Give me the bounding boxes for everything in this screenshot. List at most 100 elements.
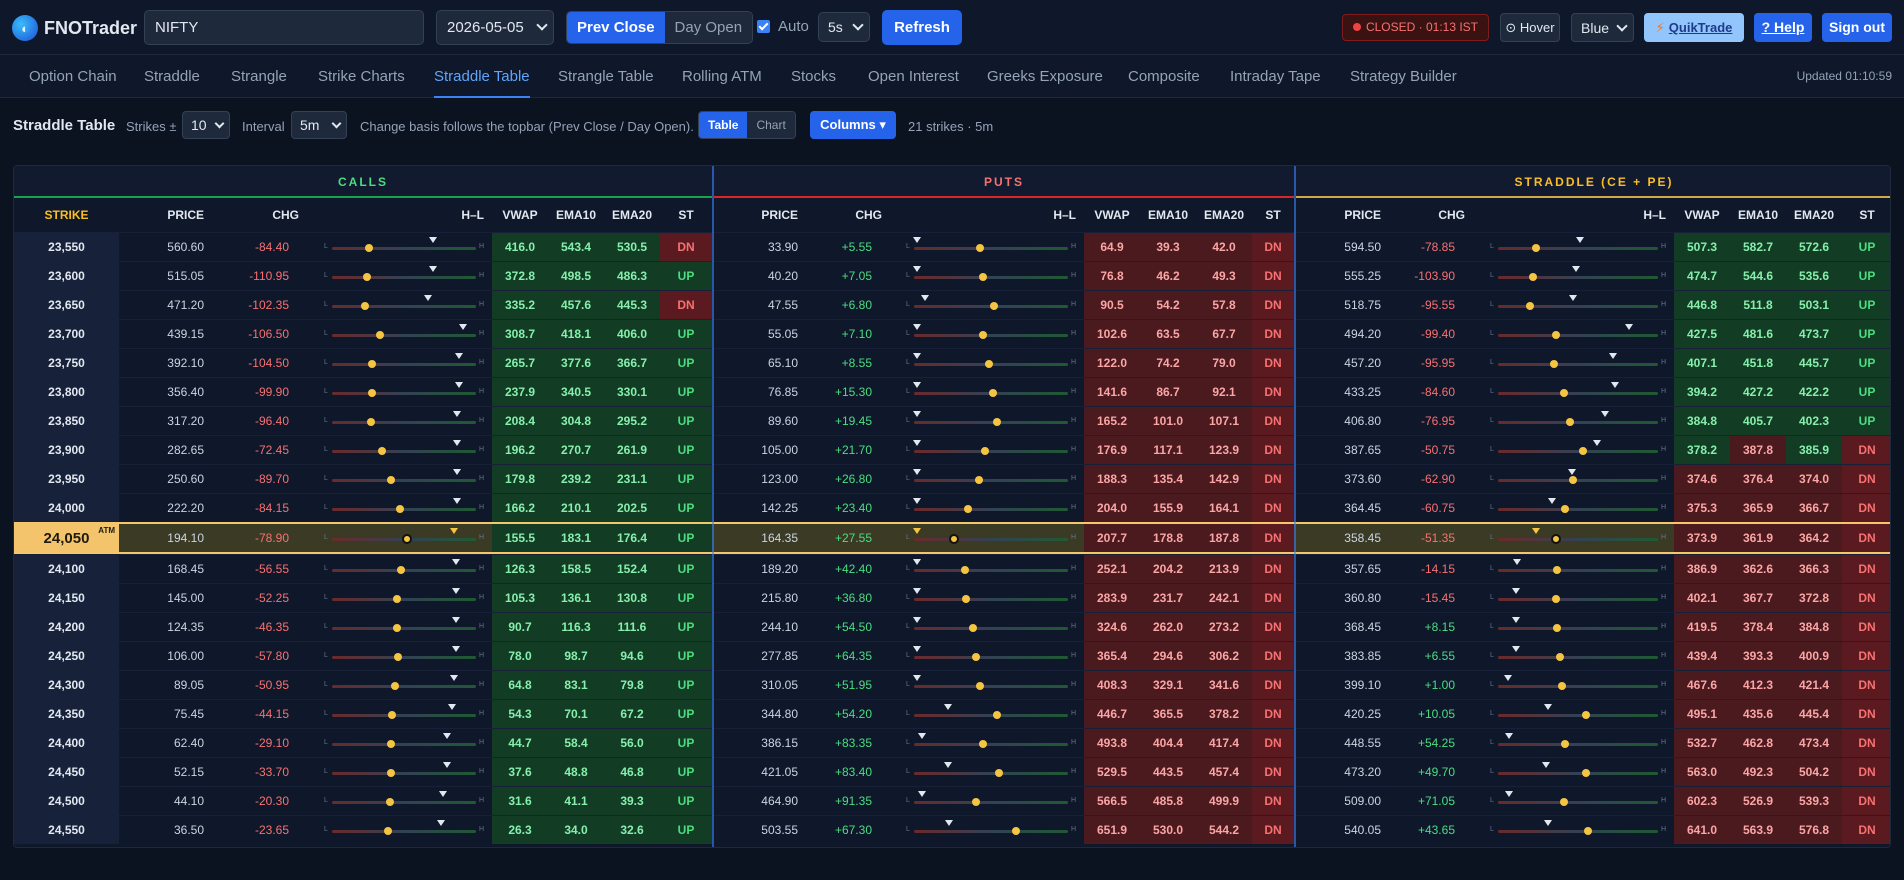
symbol-input[interactable]: NIFTY [144,10,424,45]
table-row[interactable]: 24,450 52.15 -33.70 L H 37.6 48.8 46.8 UP 421.05 +… [14,757,1890,786]
quiktrade-button[interactable]: ⚡ QuikTrade [1644,13,1744,42]
calls-st-header[interactable]: ST [678,208,694,222]
table-row[interactable]: 24,200 124.35 -46.35 L H 90.7 116.3 111.6 UP 244.… [14,612,1890,641]
table-row[interactable]: 24,300 89.05 -50.95 L H 64.8 83.1 79.8 UP 310.05 +… [14,670,1890,699]
table-row[interactable]: 24,100 168.45 -56.55 L H 126.3 158.5 152.4 UP 189… [14,554,1890,583]
puts-ema10-header[interactable]: EMA10 [1147,208,1188,222]
tab-strategy-builder[interactable]: Strategy Builder [1350,68,1457,85]
brand-logo[interactable]: ◐ FNOTrader [12,15,137,41]
str-vwap-cell: 407.1 [1674,349,1730,377]
tab-strike-charts[interactable]: Strike Charts [318,68,405,85]
puts-price-header[interactable]: PRICE [761,208,798,222]
table-row[interactable]: 23,850 317.20 -96.40 L H 208.4 304.8 295.2 UP 89.… [14,406,1890,435]
str-chg-header[interactable]: CHG [1438,208,1465,222]
tab-strangle-table[interactable]: Strangle Table [558,68,654,85]
strikes-select[interactable]: 10 [182,111,230,139]
table-row[interactable]: 24,350 75.45 -44.15 L H 54.3 70.1 67.2 UP 344.80 +… [14,699,1890,728]
puts-st-cell: DN [1252,465,1294,493]
marker-triangle-icon [453,440,462,446]
table-row[interactable]: 23,700 439.15 -106.50 L H 308.7 418.1 406.0 UP 55… [14,319,1890,348]
table-row[interactable]: 24,400 62.40 -29.10 L H 44.7 58.4 56.0 UP 386.15 +… [14,728,1890,757]
puts-price-cell: 344.80 [761,707,798,721]
calls-price-cell: 89.05 [173,678,204,692]
calls-ema10-header[interactable]: EMA10 [555,208,596,222]
table-row[interactable]: 24,250 106.00 -57.80 L H 78.0 98.7 94.6 UP 277.85… [14,641,1890,670]
range-bar [1498,421,1658,424]
puts-hl-header[interactable]: H–L [1053,208,1076,222]
tab-open-interest[interactable]: Open Interest [868,68,959,85]
calls-chg-cell: -56.55 [254,562,289,576]
range-bar [332,685,476,688]
puts-ema20-header[interactable]: EMA20 [1203,208,1244,222]
str-vwap-cell: 495.1 [1674,700,1730,728]
theme-select[interactable]: Blue [1571,13,1634,42]
table-row[interactable]: 23,650 471.20 -102.35 L H 335.2 457.6 445.3 DN 47… [14,290,1890,319]
table-row[interactable]: 23,800 356.40 -99.90 L H 237.9 340.5 330.1 UP 76.… [14,377,1890,406]
tab-strangle[interactable]: Strangle [231,68,287,85]
tab-straddle-table[interactable]: Straddle Table [434,55,530,98]
table-row[interactable]: 23,900 282.65 -72.45 L H 196.2 270.7 261.9 UP 105… [14,435,1890,464]
tab-rolling-atm[interactable]: Rolling ATM [682,68,762,85]
columns-button[interactable]: Columns ▾ [810,111,896,139]
str-ema10-header[interactable]: EMA10 [1737,208,1778,222]
str-hl-header[interactable]: H–L [1643,208,1666,222]
calls-chg-header[interactable]: CHG [272,208,299,222]
chart-view-button[interactable]: Chart [747,112,795,138]
table-row[interactable]: 24,050 ATM 194.10 -78.90 L H 155.5 183.1 176.4 UP… [14,522,1890,554]
table-row[interactable]: 23,950 250.60 -89.70 L H 179.8 239.2 231.1 UP 123… [14,464,1890,493]
tab-greeks-exposure[interactable]: Greeks Exposure [987,68,1103,85]
strike-header[interactable]: STRIKE [44,208,89,222]
str-ema20-header[interactable]: EMA20 [1793,208,1834,222]
tab-intraday-tape[interactable]: Intraday Tape [1230,68,1321,85]
table-row[interactable]: 24,550 36.50 -23.65 L H 26.3 34.0 32.6 UP 503.55 +… [14,815,1890,844]
refresh-button[interactable]: Refresh [882,10,962,45]
signout-button[interactable]: Sign out [1822,13,1892,42]
puts-price-cell: 310.05 [761,678,798,692]
tab-option-chain[interactable]: Option Chain [29,68,117,85]
calls-price-header[interactable]: PRICE [167,208,204,222]
puts-st-header[interactable]: ST [1265,208,1281,222]
str-chg-cell: -62.90 [1420,472,1455,486]
str-vwap-cell: 394.2 [1674,378,1730,406]
table-row[interactable]: 23,750 392.10 -104.50 L H 265.7 377.6 366.7 UP 65… [14,348,1890,377]
table-row[interactable]: 24,500 44.10 -20.30 L H 31.6 41.1 39.3 UP 464.90 +… [14,786,1890,815]
calls-vwap-cell: 44.7 [492,729,548,757]
str-price-cell: 509.00 [1344,794,1381,808]
puts-st-cell: DN [1252,700,1294,728]
puts-price-cell: 215.80 [761,591,798,605]
help-button[interactable]: ? Help [1754,13,1812,42]
auto-checkbox[interactable] [757,20,770,33]
str-vwap-header[interactable]: VWAP [1684,208,1720,222]
table-row[interactable]: 24,150 145.00 -52.25 L H 105.3 136.1 130.8 UP 215… [14,583,1890,612]
table-row[interactable]: 23,600 515.05 -110.95 L H 372.8 498.5 486.3 UP 40… [14,261,1890,290]
calls-hl-header[interactable]: H–L [461,208,484,222]
table-row[interactable]: 23,550 560.60 -84.40 L H 416.0 543.4 530.5 DN 33.… [14,232,1890,261]
tab-stocks[interactable]: Stocks [791,68,837,85]
tab-straddle[interactable]: Straddle [144,68,200,85]
str-st-header[interactable]: ST [1859,208,1875,222]
table-view-button[interactable]: Table [699,112,748,138]
auto-interval-select[interactable]: 5s [818,12,870,42]
calls-vwap-header[interactable]: VWAP [502,208,538,222]
tab-composite[interactable]: Composite [1128,68,1200,85]
puts-vwap-header[interactable]: VWAP [1094,208,1130,222]
low-label: L [324,739,328,746]
expiry-select[interactable]: 2026-05-05 [436,10,554,45]
str-price-header[interactable]: PRICE [1344,208,1381,222]
ltp-dot-icon [1529,273,1538,281]
interval-select[interactable]: 5m [291,111,347,139]
day-open-button[interactable]: Day Open [664,12,753,43]
table-row[interactable]: 24,000 222.20 -84.15 L H 166.2 210.1 202.5 UP 142… [14,493,1890,522]
basis-note: Change basis follows the topbar (Prev Cl… [360,119,694,134]
high-label: H [1660,301,1666,308]
strike-cell: 23,850 [14,407,119,435]
calls-ema20-header[interactable]: EMA20 [611,208,652,222]
prev-close-button[interactable]: Prev Close [567,12,665,43]
hover-toggle[interactable]: ⊙ Hover [1500,13,1560,42]
str-ema20-cell: 385.9 [1786,436,1842,464]
puts-chg-header[interactable]: CHG [855,208,882,222]
strike-cell: 24,450 [14,758,119,786]
